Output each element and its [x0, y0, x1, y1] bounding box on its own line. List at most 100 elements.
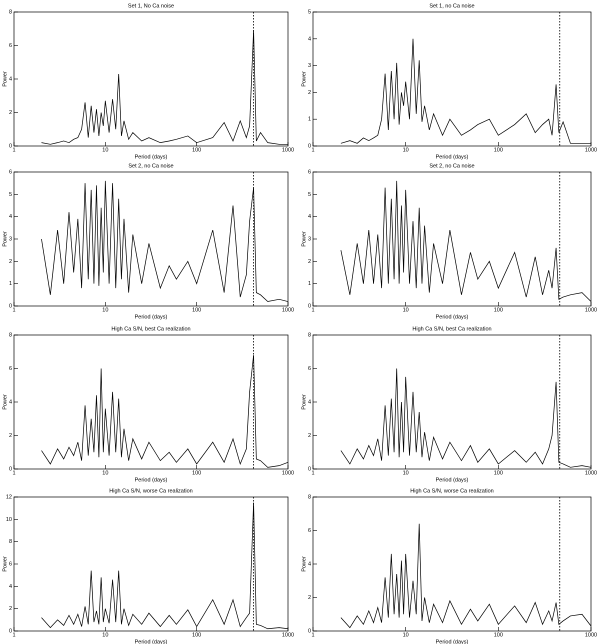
x-tick-label: 100 [192, 470, 201, 476]
y-tick-label: 6 [9, 366, 12, 372]
x-tick-label: 10 [403, 470, 409, 476]
y-tick-label: 10 [6, 517, 12, 523]
x-tick-label: 1 [12, 470, 15, 476]
y-tick-label: 8 [9, 539, 12, 545]
panel-title: High Ca S/N, worse Ca realization [109, 488, 192, 494]
plot-frame [13, 496, 289, 632]
y-tick-label: 3 [308, 236, 311, 242]
x-tick-label: 10 [102, 307, 108, 313]
x-tick-label: 100 [494, 632, 503, 638]
plot-frame [13, 171, 289, 307]
x-axis-label: Period (days) [436, 477, 469, 483]
x-tick-label: 100 [192, 307, 201, 313]
x-axis-label: Period (days) [135, 314, 168, 320]
y-tick-label: 8 [9, 9, 12, 15]
x-tick-label: 1000 [585, 147, 597, 153]
power-line [340, 523, 592, 629]
y-tick-label: 4 [9, 399, 12, 405]
y-tick-label: 0 [9, 466, 12, 472]
x-axis-label: Period (days) [436, 639, 469, 644]
power-line [340, 180, 592, 302]
plot-frame [312, 171, 592, 307]
y-tick-label: 6 [9, 43, 12, 49]
y-axis-label: Power [301, 556, 307, 572]
panel-title: Set 1, No Ca noise [128, 3, 174, 9]
y-tick-label: 0 [308, 466, 311, 472]
y-tick-label: 0 [308, 303, 311, 309]
panel-title: High Ca S/N, best Ca realization [111, 326, 190, 332]
y-tick-label: 3 [308, 63, 311, 69]
y-tick-label: 8 [308, 332, 311, 338]
y-tick-label: 12 [6, 494, 12, 500]
x-tick-label: 1000 [585, 307, 597, 313]
x-tick-label: 10 [102, 632, 108, 638]
power-line [41, 30, 288, 145]
y-tick-label: 1 [308, 117, 311, 123]
x-tick-label: 1 [311, 470, 314, 476]
y-tick-label: 4 [9, 76, 12, 82]
x-tick-label: 1 [12, 147, 15, 153]
x-tick-label: 1000 [585, 470, 597, 476]
y-tick-label: 2 [308, 595, 311, 601]
y-tick-label: 1 [308, 281, 311, 287]
power-line [41, 355, 289, 468]
panel-title: High Ca S/N, best Ca realization [412, 326, 491, 332]
y-axis-label: Power [2, 394, 8, 410]
x-axis-label: Period (days) [135, 639, 168, 644]
x-tick-label: 100 [494, 470, 503, 476]
y-tick-label: 5 [308, 9, 311, 15]
power-line [41, 180, 289, 302]
x-axis-label: Period (days) [436, 154, 469, 160]
plot-frame [13, 334, 289, 470]
x-tick-label: 1 [311, 147, 314, 153]
plot-frame [312, 496, 592, 632]
y-axis-label: Power [2, 231, 8, 247]
y-tick-label: 4 [9, 214, 12, 220]
y-tick-label: 4 [308, 214, 311, 220]
y-tick-label: 2 [9, 433, 12, 439]
y-tick-label: 0 [9, 628, 12, 634]
x-tick-label: 10 [403, 632, 409, 638]
y-tick-label: 4 [308, 36, 311, 42]
y-tick-label: 4 [308, 399, 311, 405]
y-tick-label: 8 [9, 332, 12, 338]
y-tick-label: 3 [9, 236, 12, 242]
y-tick-label: 2 [308, 90, 311, 96]
power-line [340, 38, 591, 144]
x-tick-label: 1 [311, 632, 314, 638]
y-axis-label: Power [301, 71, 307, 87]
x-axis-label: Period (days) [436, 314, 469, 320]
x-tick-label: 1000 [282, 307, 294, 313]
plot-frame [312, 334, 592, 470]
y-tick-label: 6 [308, 366, 311, 372]
y-tick-label: 5 [308, 192, 311, 198]
y-axis-label: Power [301, 231, 307, 247]
plot-frame [312, 11, 592, 147]
x-tick-label: 10 [403, 147, 409, 153]
panel-title: Set 2, no Ca noise [128, 163, 173, 169]
y-tick-label: 2 [9, 259, 12, 265]
panel-title: High Ca S/N, worse Ca realization [410, 488, 493, 494]
x-tick-label: 10 [102, 470, 108, 476]
x-tick-label: 100 [494, 307, 503, 313]
plot-frame [13, 11, 289, 147]
y-axis-label: Power [2, 71, 8, 87]
y-tick-label: 2 [308, 433, 311, 439]
x-tick-label: 100 [494, 147, 503, 153]
y-tick-label: 2 [9, 606, 12, 612]
x-tick-label: 10 [102, 147, 108, 153]
x-tick-label: 100 [192, 147, 201, 153]
power-line [340, 368, 592, 468]
y-tick-label: 0 [308, 143, 311, 149]
panel-title: Set 1, no Ca noise [429, 3, 474, 9]
x-tick-label: 1000 [282, 632, 294, 638]
x-tick-label: 1000 [282, 147, 294, 153]
y-tick-label: 0 [308, 628, 311, 634]
power-line [41, 502, 289, 630]
y-tick-label: 1 [9, 281, 12, 287]
y-axis-label: Power [2, 556, 8, 572]
panel-title: Set 2, no Ca noise [429, 163, 474, 169]
x-tick-label: 1000 [585, 632, 597, 638]
x-tick-label: 1 [12, 307, 15, 313]
